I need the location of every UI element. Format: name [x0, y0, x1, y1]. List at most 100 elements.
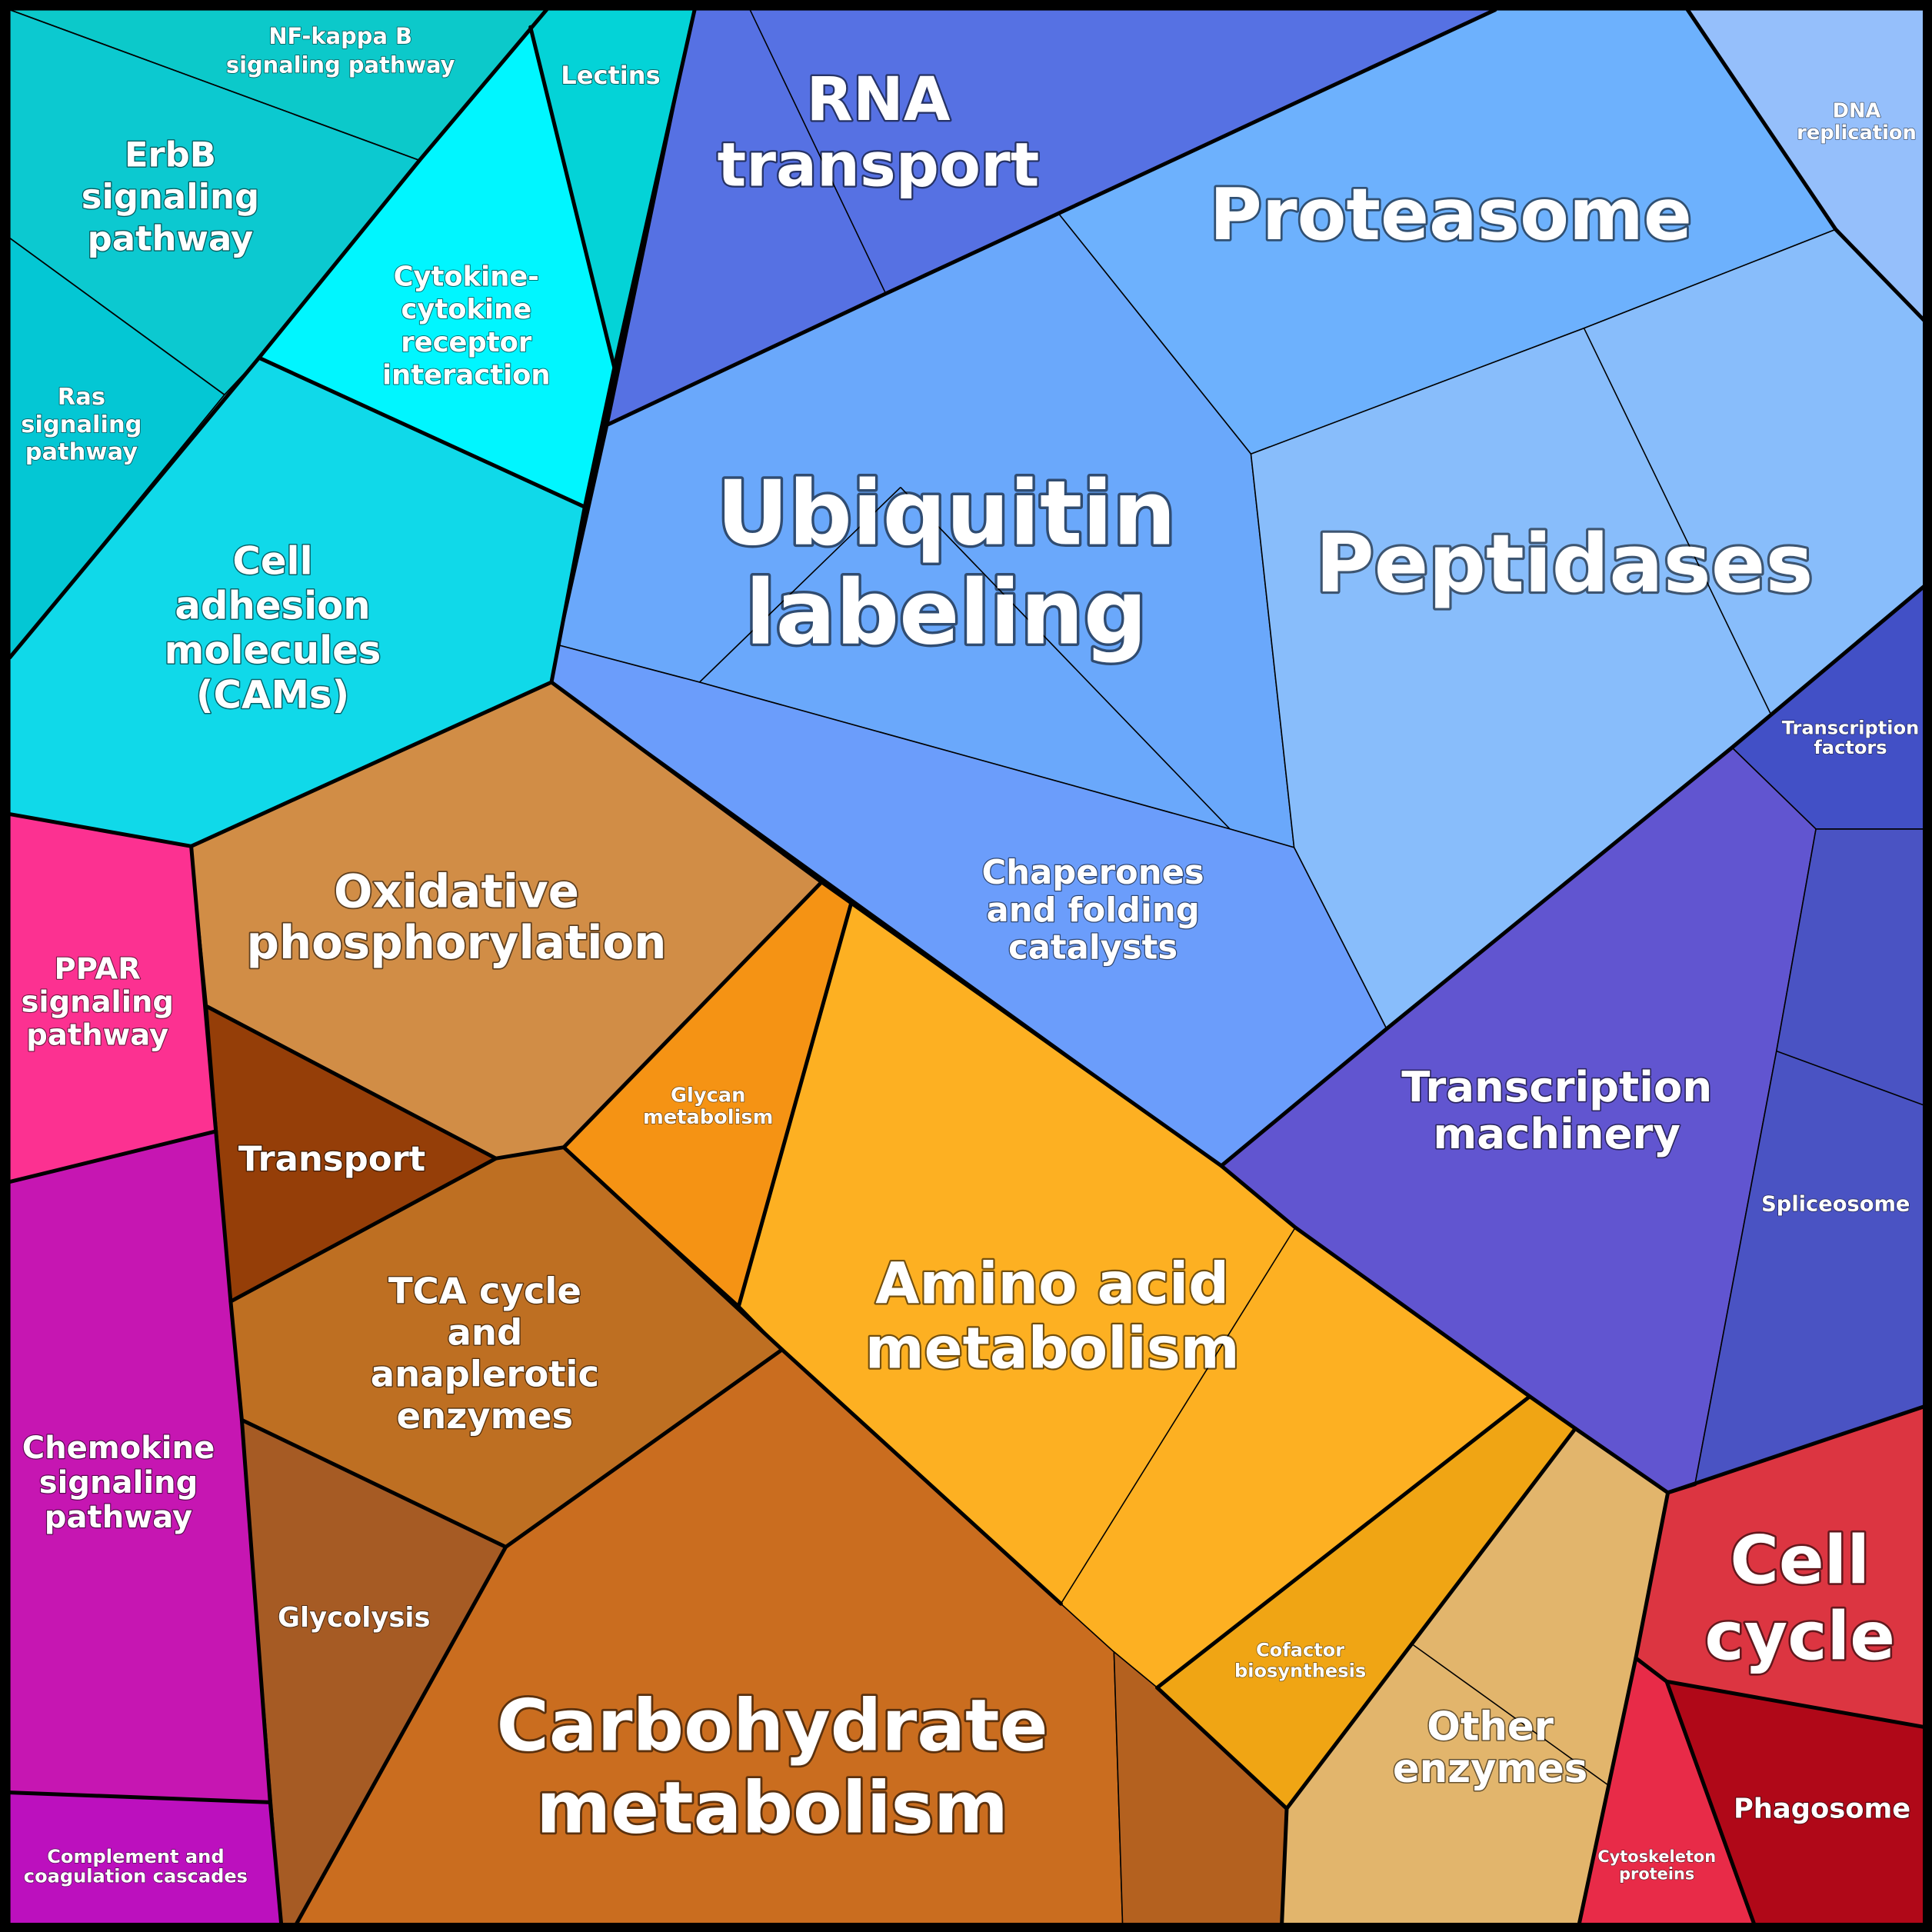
group-boundary-line — [561, 880, 1063, 1606]
subdivision-line — [1060, 1227, 1296, 1604]
label-transcription-factors: Transcription factors — [1782, 717, 1920, 758]
label-cell-cycle: Cell cycle — [1704, 1522, 1895, 1675]
label-line: Carbohydrate — [497, 1684, 1048, 1767]
label-line: metabolism — [865, 1316, 1240, 1382]
label-line: enzymes — [397, 1395, 574, 1437]
subdivision-line — [1412, 1644, 1611, 1787]
group-boundary-line — [228, 1156, 498, 1304]
label-line: pathway — [45, 1500, 192, 1535]
group-boundary-line — [417, 8, 549, 162]
label-ubiquitin: Ubiquitin labeling — [717, 462, 1177, 665]
group-boundary-line — [8, 1129, 218, 1184]
label-proteasome: Proteasome — [1210, 173, 1692, 256]
label-line: pathway — [25, 438, 138, 465]
group-boundary-line — [606, 8, 1497, 427]
label-line: replication — [1797, 122, 1917, 145]
label-glycan: Glycan metabolism — [643, 1084, 774, 1129]
label-carbohydrate: Carbohydrate metabolism — [497, 1684, 1048, 1849]
label-complement: Complement and coagulation cascades — [24, 1846, 248, 1887]
label-line: signaling — [21, 411, 142, 438]
label-line: molecules — [165, 628, 381, 672]
label-line: cytokine — [401, 294, 531, 325]
subdivision-line — [9, 9, 420, 162]
label-cofactor: Cofactor biosynthesis — [1234, 1640, 1366, 1682]
label-line: (CAMs) — [196, 672, 349, 717]
label-line: signaling — [21, 984, 173, 1019]
group-boundary-line — [1664, 1679, 1757, 1927]
label-rna-transport: RNA transport — [718, 64, 1040, 200]
label-line: labeling — [745, 562, 1148, 665]
label-line: Phagosome — [1734, 1793, 1910, 1824]
group-boundary-line — [1685, 8, 1927, 323]
label-ras: Ras signaling pathway — [21, 383, 142, 465]
label-transport: Transport — [238, 1138, 425, 1179]
label-line: pathway — [88, 218, 254, 258]
label-line: Transcription — [1401, 1062, 1712, 1111]
label-line: anaplerotic — [371, 1354, 599, 1395]
subdivision-line — [1776, 1050, 1925, 1106]
label-line: coagulation cascades — [24, 1866, 248, 1887]
label-line: Glycolysis — [278, 1601, 430, 1633]
label-line: Ras — [58, 383, 105, 410]
label-glycolysis: Glycolysis — [278, 1601, 430, 1633]
label-nfkb: NF-kappa B signaling pathway — [226, 23, 455, 78]
label-cytoskeleton: Cytoskeleton proteins — [1597, 1847, 1716, 1883]
label-line: phosphorylation — [247, 916, 667, 969]
label-line: Cytoskeleton — [1597, 1847, 1716, 1866]
group-boundary-line — [1634, 1656, 1669, 1684]
label-ppar: PPAR signaling pathway — [21, 951, 173, 1052]
label-transcription-machinery: Transcription machinery — [1401, 1062, 1712, 1158]
label-line: Other — [1427, 1704, 1554, 1750]
label-line: cycle — [1704, 1598, 1895, 1675]
label-line: Peptidases — [1315, 517, 1813, 611]
group-boundary-line — [1155, 1394, 1532, 1690]
label-line: catalysts — [1008, 928, 1178, 967]
label-line: transport — [718, 129, 1040, 200]
group-boundary-line — [8, 1790, 272, 1804]
label-tca: TCA cycle and anaplerotic enzymes — [371, 1270, 599, 1437]
subdivision-lines — [9, 9, 1925, 1787]
subdivision-line — [749, 9, 887, 295]
group-boundary-line — [737, 901, 854, 1307]
group-boundary-line — [528, 25, 617, 370]
label-line: Proteasome — [1210, 173, 1692, 256]
subdivision-line — [900, 487, 1231, 830]
group-boundary-line — [257, 355, 587, 509]
label-line: interaction — [382, 359, 551, 391]
label-line: and folding — [987, 891, 1200, 930]
label-line: signaling — [82, 176, 259, 217]
group-boundary-line — [239, 1417, 508, 1549]
label-chemokine: Chemokine signaling pathway — [22, 1431, 215, 1535]
label-line: DNA — [1833, 99, 1881, 122]
label-peptidases: Peptidases — [1315, 517, 1813, 611]
label-spliceosome: Spliceosome — [1761, 1192, 1910, 1216]
label-line: signaling — [39, 1465, 198, 1501]
label-line: RNA — [806, 64, 950, 135]
label-line: PPAR — [55, 951, 141, 986]
label-line: Amino acid — [875, 1251, 1229, 1317]
label-line: metabolism — [536, 1767, 1008, 1850]
subdivision-line — [9, 237, 225, 395]
label-lectins: Lectins — [561, 61, 660, 90]
group-boundary-line — [1577, 1482, 1697, 1927]
label-line: Spliceosome — [1761, 1192, 1910, 1216]
label-line: TCA cycle — [388, 1270, 581, 1311]
label-line: enzymes — [1393, 1746, 1587, 1792]
label-line: Oxidative — [334, 864, 579, 918]
group-boundary-line — [549, 680, 1927, 1495]
group-boundary-line — [1155, 1685, 1289, 1810]
label-line: NF-kappa B — [268, 23, 412, 49]
label-line: proteins — [1619, 1864, 1694, 1883]
label-dna-replication: DNA replication — [1797, 99, 1917, 145]
label-line: ErbB — [125, 134, 216, 175]
subdivision-line — [1583, 328, 1771, 714]
label-chaperones: Chaperones and folding catalysts — [981, 854, 1204, 967]
group-boundary-line — [1664, 1679, 1927, 1730]
label-line: pathway — [26, 1018, 168, 1052]
label-line: Cell — [1730, 1522, 1870, 1599]
label-line: Chaperones — [981, 854, 1204, 892]
